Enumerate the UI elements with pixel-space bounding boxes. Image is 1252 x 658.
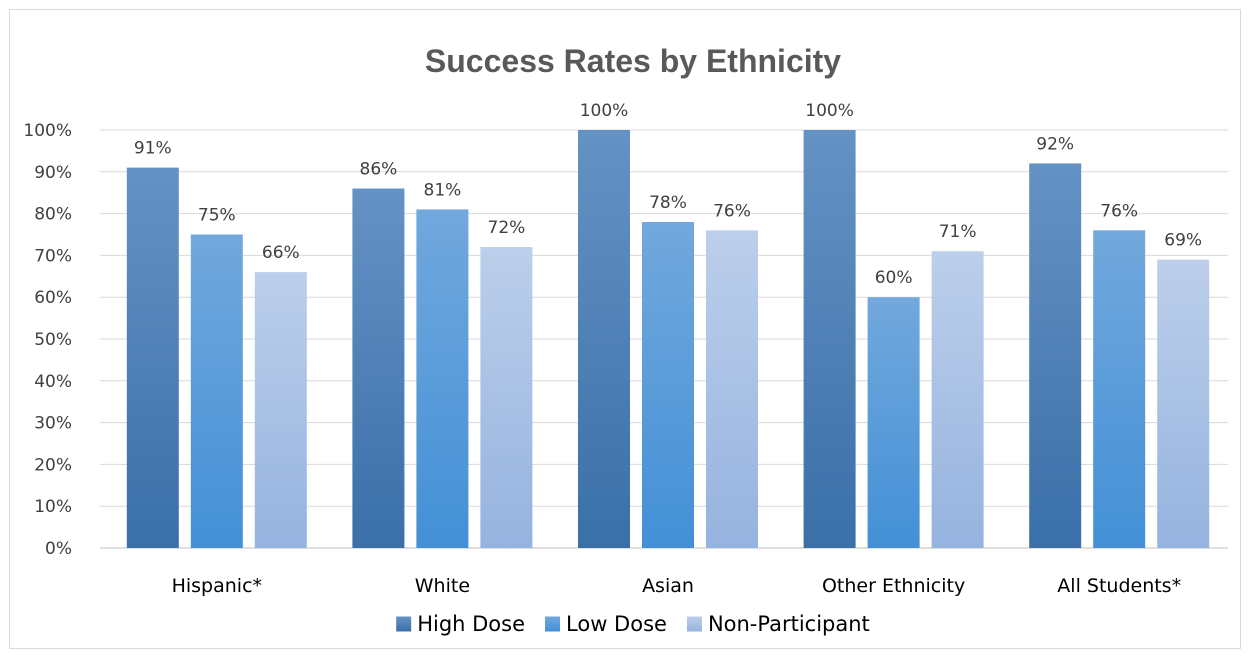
x-category-label: White — [415, 575, 470, 597]
y-axis: 0% 10% 20% 30% 40% 50% 60% 70% 80% 90% 100% — [23, 121, 72, 559]
data-label: 86% — [360, 160, 398, 180]
data-label: 71% — [939, 222, 977, 242]
bar-non-participant — [254, 272, 307, 548]
data-label: 100% — [805, 101, 854, 121]
y-tick-label: 60% — [34, 288, 72, 308]
chart-frame: Success Rates by Ethnicity 0% 10% 20% 30% 40… — [9, 9, 1241, 649]
bars — [126, 130, 1210, 549]
x-category-label: Other Ethnicity — [822, 575, 965, 597]
bar-chart: Success Rates by Ethnicity 0% 10% 20% 30% 40… — [23, 43, 1228, 636]
bar-non-participant — [1157, 259, 1210, 548]
legend-swatch — [686, 616, 702, 632]
y-tick-label: 10% — [34, 497, 72, 517]
data-label: 69% — [1164, 231, 1202, 251]
data-label: 76% — [1100, 201, 1138, 221]
bar-low-dose — [642, 221, 694, 548]
y-tick-label: 40% — [34, 372, 72, 392]
bar-high-dose — [1029, 163, 1082, 548]
y-tick-label: 70% — [34, 246, 72, 266]
bar-non-participant — [706, 230, 758, 548]
bar-non-participant — [931, 251, 984, 548]
y-tick-label: 30% — [34, 414, 72, 434]
data-label: 60% — [875, 268, 913, 288]
bar-high-dose — [126, 167, 179, 548]
x-axis: Hispanic* White Asian Other Ethnicity All St… — [172, 575, 1182, 597]
data-label: 92% — [1036, 134, 1074, 154]
bar-low-dose — [416, 209, 469, 549]
data-label: 66% — [262, 243, 300, 263]
bar-low-dose — [190, 234, 243, 548]
legend: High Dose Low Dose Non-Participant — [396, 612, 870, 636]
chart-title: Success Rates by Ethnicity — [425, 43, 841, 79]
legend-swatch — [545, 616, 561, 632]
data-label: 100% — [580, 101, 629, 121]
legend-label: Non-Participant — [708, 612, 870, 636]
data-label: 91% — [134, 139, 172, 159]
bar-high-dose — [803, 130, 856, 548]
x-category-label: Hispanic* — [172, 575, 262, 597]
y-tick-label: 90% — [34, 163, 72, 183]
y-tick-label: 50% — [34, 330, 72, 350]
y-tick-label: 0% — [45, 539, 72, 559]
bar-high-dose — [578, 130, 630, 548]
bar-low-dose — [867, 297, 920, 548]
data-label: 81% — [424, 180, 462, 200]
x-category-label: Asian — [642, 575, 694, 597]
y-tick-label: 80% — [34, 205, 72, 225]
bar-low-dose — [1093, 230, 1146, 548]
data-label: 72% — [488, 218, 526, 238]
data-label: 76% — [713, 201, 751, 221]
y-tick-label: 100% — [23, 121, 72, 141]
data-label: 75% — [198, 206, 236, 226]
bar-high-dose — [352, 188, 405, 548]
y-tick-label: 20% — [34, 455, 72, 475]
x-category-label: All Students* — [1057, 575, 1181, 597]
legend-label: High Dose — [417, 612, 525, 636]
bar-non-participant — [480, 247, 533, 549]
data-label: 78% — [649, 193, 687, 213]
data-labels: 91% 75% 66% 86% 81% 72% 100% 78% 76% 100% 60% 71% 92… — [134, 101, 1202, 288]
legend-swatch — [396, 616, 412, 632]
legend-label: Low Dose — [566, 612, 667, 636]
